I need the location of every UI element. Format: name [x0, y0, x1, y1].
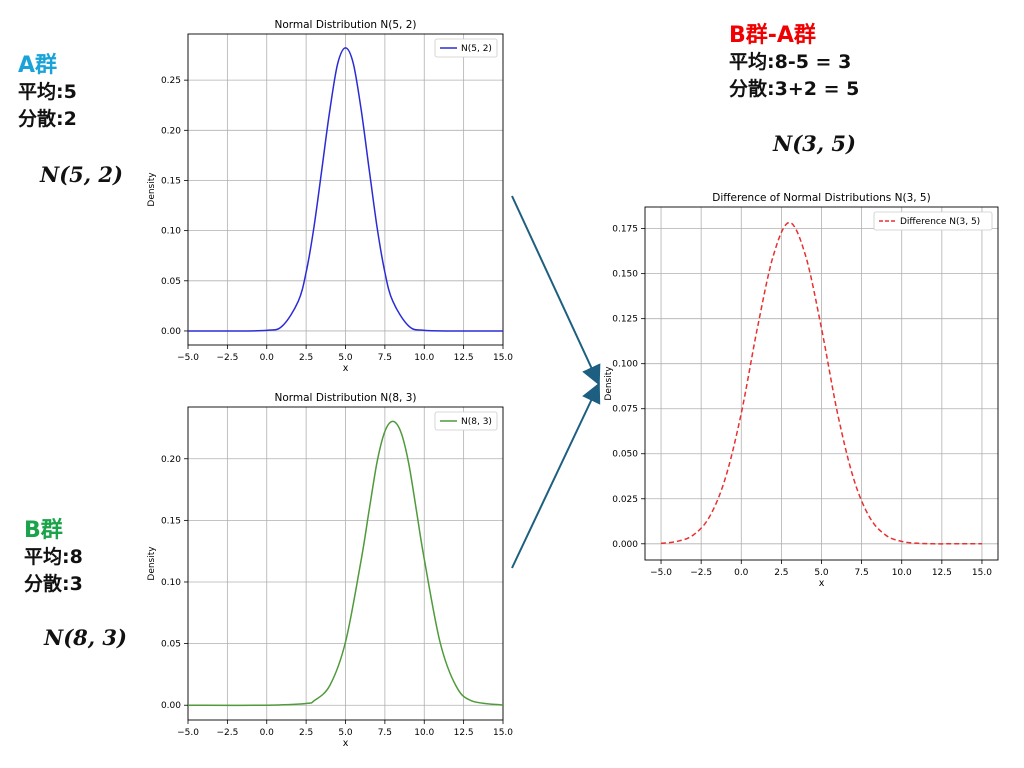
c2-x-axis-label: x [819, 578, 825, 589]
c2-ytick-label: 0.150 [612, 270, 638, 280]
c0-xtick-label: 5.0 [338, 353, 353, 363]
c0-xtick-label: 12.5 [454, 353, 474, 363]
c0-ytick-label: 0.00 [161, 327, 181, 337]
diff-notation: N(3, 5) [773, 131, 856, 156]
c0-xtick-label: 0.0 [260, 353, 275, 363]
c2-xtick-label: 10.0 [892, 568, 912, 578]
c2-xtick-label: 5.0 [814, 568, 829, 578]
c2-ytick-label: 0.175 [612, 225, 638, 235]
c2-y-axis-label: Density [604, 366, 614, 401]
group-b-mean: 平均:8 [24, 546, 83, 568]
c2-ytick-label: 0.075 [612, 405, 638, 415]
c1-y-axis-label: Density [147, 546, 157, 581]
group-a-notation: N(5, 2) [40, 162, 123, 187]
c2-xtick-label: 12.5 [932, 568, 952, 578]
c1-xtick-label: 12.5 [454, 728, 474, 738]
c1-ytick-label: 0.05 [161, 640, 181, 650]
c1-x-axis-label: x [343, 738, 349, 749]
c2-xtick-label: 2.5 [774, 568, 788, 578]
c2-series-line [660, 221, 982, 545]
c0-xtick-label: −2.5 [216, 353, 238, 363]
c0-chart-title: Normal Distribution N(5, 2) [274, 19, 416, 31]
c0-ytick-label: 0.15 [161, 176, 181, 186]
c2-ytick-label: 0.100 [612, 360, 638, 370]
c2-xtick-label: 7.5 [854, 568, 868, 578]
c2-ytick-label: 0.025 [612, 495, 638, 505]
c2-ytick-label: 0.050 [612, 450, 638, 460]
group-a-title: A群 [18, 53, 58, 78]
c2-legend-box [873, 211, 993, 231]
c2-xtick-label: −2.5 [690, 568, 712, 578]
diff-mean: 平均:8-5 = 3 [729, 51, 852, 73]
arrow-b-to-diff [511, 382, 601, 569]
group-b-title: B群 [24, 518, 63, 543]
c1-xtick-label: −2.5 [216, 728, 238, 738]
c1-series-line [187, 420, 504, 707]
c0-x-axis-label: x [343, 363, 349, 374]
c0-xtick-label: 15.0 [493, 353, 513, 363]
c1-chart-title: Normal Distribution N(8, 3) [274, 392, 416, 404]
c1-ytick-label: 0.15 [161, 516, 181, 526]
c1-xtick-label: −5.0 [177, 728, 199, 738]
c1-ytick-label: 0.10 [161, 578, 181, 588]
c0-legend-box [434, 38, 498, 58]
c0-xtick-label: 10.0 [414, 353, 434, 363]
c2-legend-label: Difference N(3, 5) [900, 217, 980, 227]
c1-ytick-label: 0.20 [161, 455, 181, 465]
c0-ytick-label: 0.05 [161, 277, 181, 287]
c2-xtick-label: −5.0 [650, 568, 672, 578]
c0-xtick-label: −5.0 [177, 353, 199, 363]
c0-xtick-label: 2.5 [299, 353, 313, 363]
c0-series-line [187, 47, 504, 332]
c1-legend-box [434, 411, 498, 431]
c1-xtick-label: 15.0 [493, 728, 513, 738]
c2-xtick-label: 0.0 [734, 568, 749, 578]
group-b-notation: N(8, 3) [44, 625, 127, 650]
c2-xtick-label: 15.0 [972, 568, 992, 578]
c2-ytick-label: 0.000 [612, 540, 638, 550]
c0-ytick-label: 0.25 [161, 76, 181, 86]
arrow-a-to-diff [511, 195, 601, 386]
c0-xtick-label: 7.5 [378, 353, 392, 363]
diff-variance: 分散:3+2 = 5 [729, 78, 860, 100]
c1-xtick-label: 10.0 [414, 728, 434, 738]
c1-xtick-label: 0.0 [260, 728, 275, 738]
c1-xtick-label: 2.5 [299, 728, 313, 738]
c2-chart-title: Difference of Normal Distributions N(3, … [712, 192, 930, 204]
c1-xtick-label: 7.5 [378, 728, 392, 738]
c0-ytick-label: 0.20 [161, 126, 181, 136]
group-b-variance: 分散:3 [24, 573, 83, 595]
c2-ytick-label: 0.125 [612, 315, 638, 325]
c1-ytick-label: 0.00 [161, 701, 181, 711]
c0-ytick-label: 0.10 [161, 227, 181, 237]
group-a-mean: 平均:5 [18, 81, 77, 103]
group-a-variance: 分散:2 [18, 108, 77, 130]
c0-y-axis-label: Density [147, 172, 157, 207]
c1-xtick-label: 5.0 [338, 728, 353, 738]
c0-legend-label: N(5, 2) [461, 44, 492, 54]
diff-title: B群-A群 [729, 23, 816, 48]
c1-legend-label: N(8, 3) [461, 417, 492, 427]
